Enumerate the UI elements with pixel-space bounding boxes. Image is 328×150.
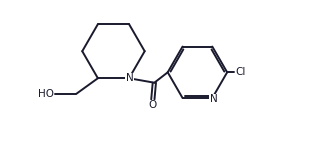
Text: N: N — [210, 94, 217, 104]
Text: Cl: Cl — [235, 67, 246, 77]
Text: HO: HO — [38, 89, 53, 99]
Text: N: N — [126, 73, 134, 83]
Text: O: O — [149, 100, 157, 110]
